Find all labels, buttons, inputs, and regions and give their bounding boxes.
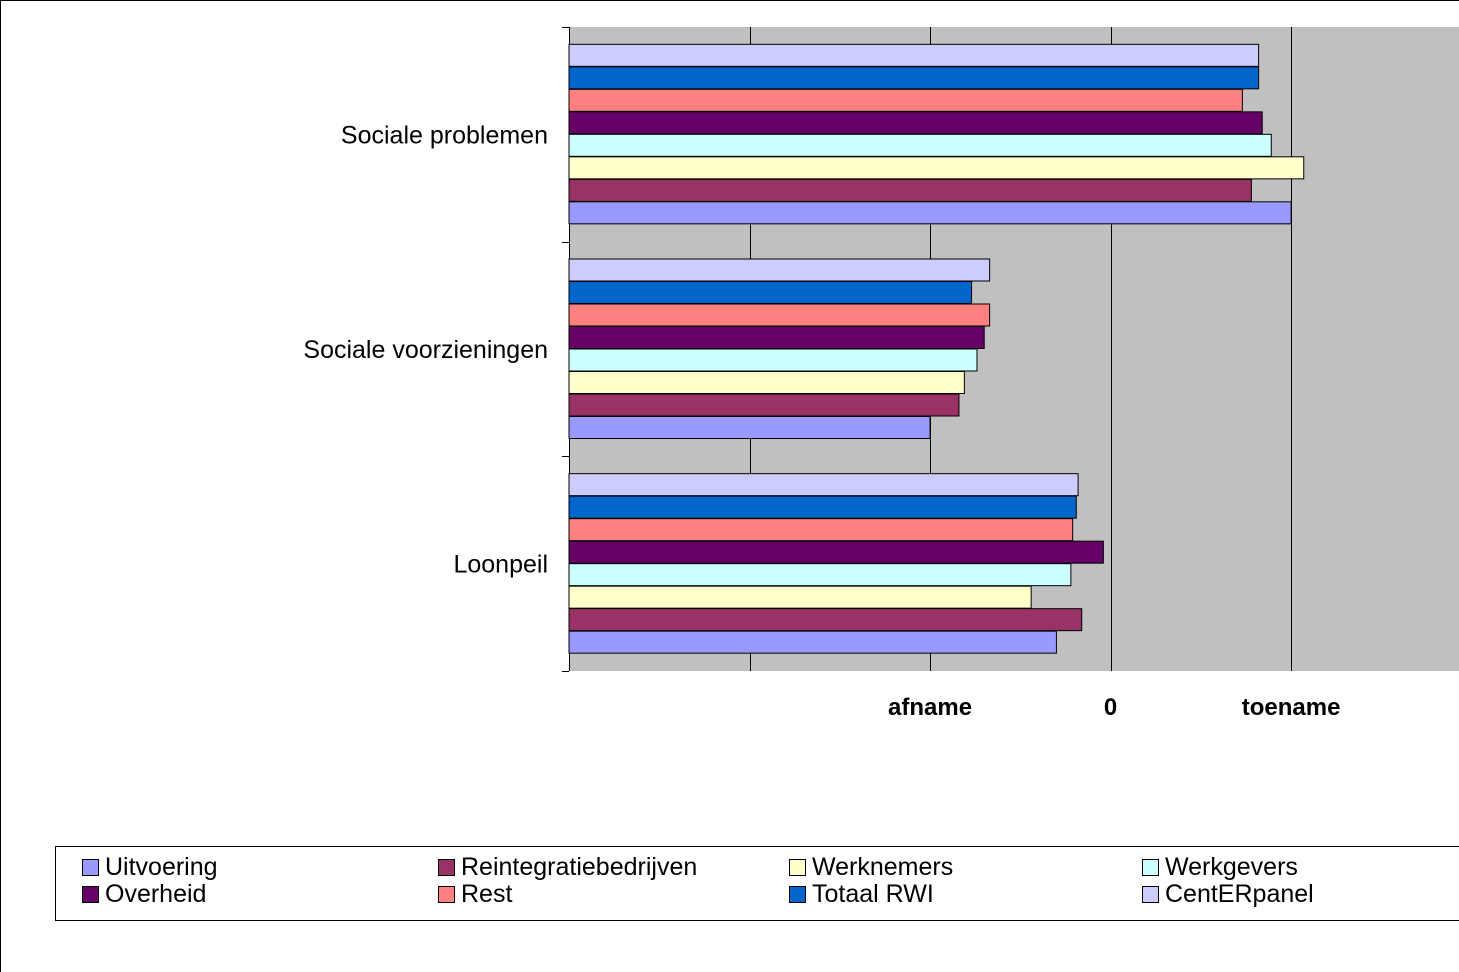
legend-label: Overheid [105,879,207,908]
x-tick-label: toename [1242,694,1341,721]
bar [568,43,1260,67]
bar [568,178,1252,202]
bar [568,416,931,439]
bar [568,201,1292,225]
bar [568,133,1272,157]
legend-item: CentERpanel [1142,879,1314,908]
bar [568,540,1104,564]
legend-swatch [1142,858,1159,876]
bar [568,495,1077,519]
bar [568,630,1057,654]
x-tick-label: afname [888,694,972,721]
category-label: Sociale problemen [341,121,548,149]
bar [568,258,991,282]
legend-item: Overheid [82,879,207,908]
legend-swatch [789,858,806,876]
legend-item: Uitvoering [82,852,218,881]
bar [568,156,1305,180]
legend-swatch [438,858,455,876]
bar [568,608,1083,632]
bar [568,88,1243,112]
bar [568,371,965,394]
x-tick-label: 0 [1104,694,1117,721]
legend-label: Werknemers [812,852,954,881]
bar [568,66,1260,90]
bar [568,393,960,417]
legend-swatch [82,858,99,876]
category-label: Sociale voorzieningen [303,336,548,364]
legend-label: CentERpanel [1165,879,1314,908]
legend-swatch [789,885,806,903]
legend-swatch [82,885,99,903]
legend-item: Werkgevers [1142,852,1298,881]
bar [568,518,1074,542]
legend-label: Werkgevers [1165,852,1298,881]
legend-label: Totaal RWI [812,879,934,908]
bar [568,348,978,372]
bar [568,281,973,304]
bar [568,585,1032,609]
legend: Uitvoering Reintegratiebedrijven Werknemer… [55,846,1459,921]
legend-item: Werknemers [789,852,954,881]
legend-label: Uitvoering [105,852,218,881]
bar [568,303,991,327]
legend-label: Rest [461,879,513,908]
legend-item: Rest [438,879,513,908]
category-label: Loonpeil [453,551,548,579]
legend-item: Reintegratiebedrijven [438,852,698,881]
plot-area: Sociale problemen Sociale voorzieningen Lo… [303,27,1459,721]
legend-item: Totaal RWI [789,879,934,908]
bar [568,326,985,349]
legend-swatch [438,885,455,903]
bar [568,473,1079,497]
bar [568,563,1072,587]
legend-swatch [1142,885,1159,903]
bar [568,111,1263,135]
legend-label: Reintegratiebedrijven [461,852,698,881]
